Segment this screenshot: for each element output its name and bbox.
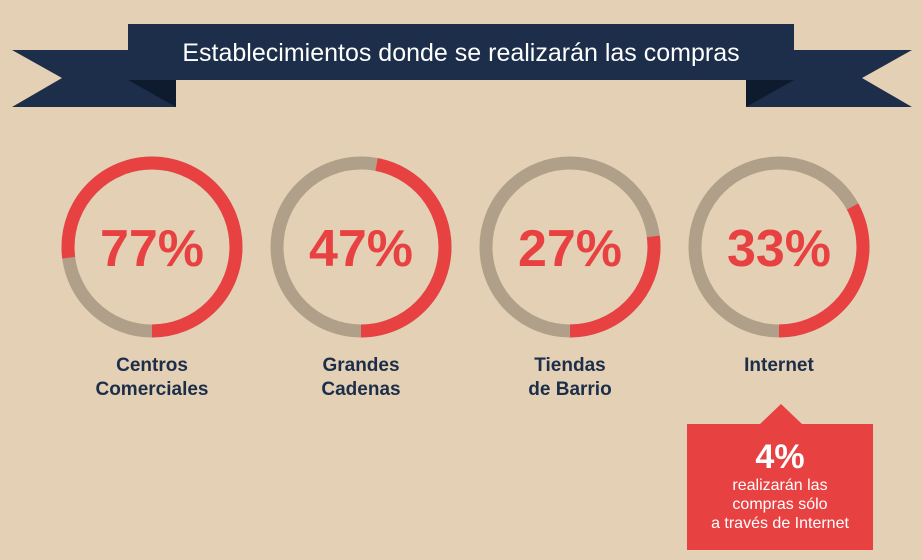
donut-label-0-line-1: Comerciales [95,379,209,400]
donut-label-2-line-1: de Barrio [528,379,612,400]
callout-line-3: a través de Internet [711,515,849,532]
callout-line-2: compras sólo [732,496,828,513]
donut-label-3-line-0: Internet [744,355,814,376]
donut-label-1-line-1: Cadenas [321,379,401,400]
page-title: Establecimientos donde se realizarán las… [182,39,739,67]
internet-only-callout: 4% realizarán las compras sólo a través … [687,424,873,550]
callout-value: 4% [755,438,805,476]
donut-label-2-line-0: Tiendas [534,355,606,376]
donut-label-2: Tiendas de Barrio [470,354,670,402]
donut-arc-2 [479,156,661,338]
donut-arc-3 [688,156,870,338]
title-ribbon: Establecimientos donde se realizarán las… [12,24,912,107]
donut-value-1: 47% [309,220,413,278]
donut-charts: 77% 47% 27% 33% [61,156,870,338]
callout-pointer [760,404,802,424]
ribbon-left-fold [128,80,176,107]
donut-label-0-line-0: Centros [116,355,188,376]
donut-label-3: Internet [679,354,879,378]
donut-value-3: 33% [727,220,831,278]
donut-arc-1 [270,156,452,338]
donut-label-0: Centros Comerciales [52,354,252,402]
ribbon-main [128,24,794,80]
donut-label-1: Grandes Cadenas [261,354,461,402]
ribbon-right-fold [746,80,794,107]
donut-value-0: 77% [100,220,204,278]
callout-line-1: realizarán las [732,477,828,494]
donut-arc-0 [61,156,243,338]
donut-value-2: 27% [518,220,622,278]
donut-label-1-line-0: Grandes [322,355,400,376]
